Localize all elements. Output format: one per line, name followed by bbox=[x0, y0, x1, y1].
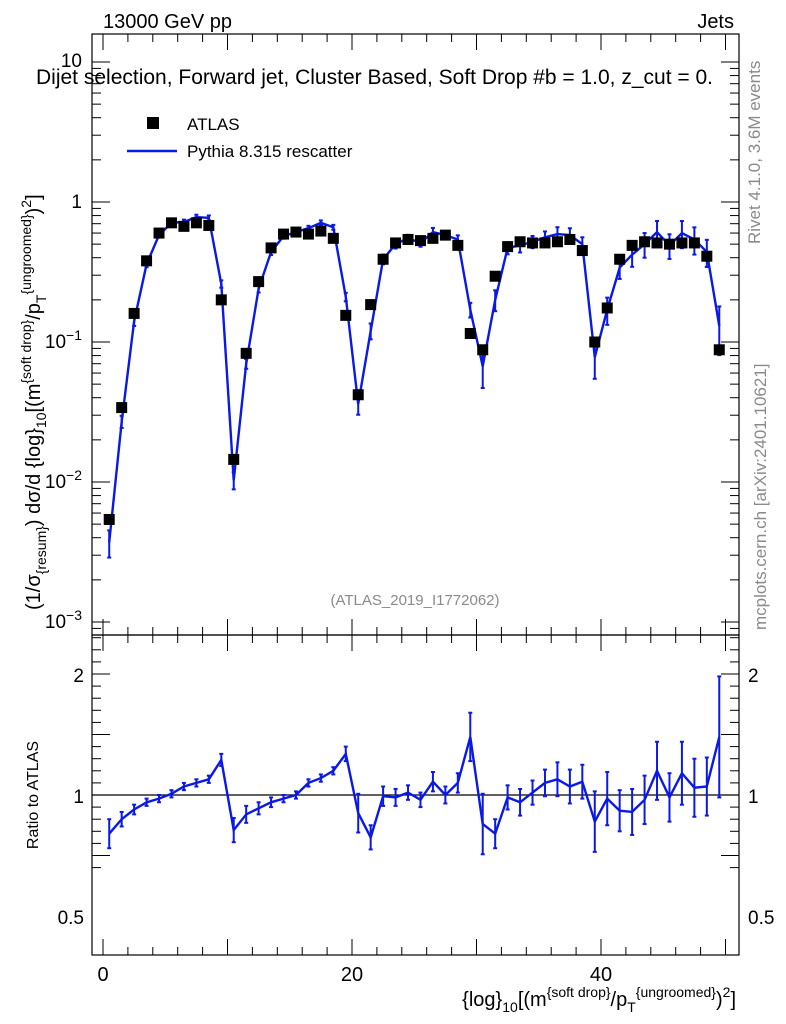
legend-atlas-label: ATLAS bbox=[187, 115, 240, 134]
atlas-data-point bbox=[464, 328, 476, 340]
atlas-data-point bbox=[103, 513, 115, 525]
atlas-data-point bbox=[265, 242, 277, 254]
energy-label: 13000 GeV pp bbox=[103, 11, 232, 33]
mc-series bbox=[107, 213, 722, 559]
atlas-data-point bbox=[651, 237, 663, 249]
ratio-y-tick-label-2: 2 bbox=[73, 666, 84, 687]
plot-title: Dijet selection, Forward jet, Cluster Ba… bbox=[36, 66, 713, 89]
atlas-data-point bbox=[253, 276, 265, 288]
atlas-data-point bbox=[576, 245, 588, 257]
analysis-id-label: (ATLAS_2019_I1772062) bbox=[330, 592, 499, 609]
ratio-panel: 2 1 0.5 2 1 0.5 Ratio to ATLAS 0 20 40 {… bbox=[25, 634, 774, 1015]
ratio-y-tick-label-1: 1 bbox=[73, 787, 84, 808]
atlas-data-point bbox=[626, 239, 638, 251]
ratio-y-tick-label-right-2: 2 bbox=[748, 666, 759, 687]
process-label: Jets bbox=[697, 11, 734, 33]
atlas-data-point bbox=[676, 237, 688, 249]
ratio-y-axis-label: Ratio to ATLAS bbox=[25, 741, 42, 849]
y-tick-label-0.01: 10−2 bbox=[45, 467, 82, 493]
atlas-data-point bbox=[203, 219, 215, 231]
main-axis-ticks bbox=[92, 34, 739, 635]
atlas-data-point bbox=[539, 237, 551, 249]
atlas-data-point bbox=[240, 347, 252, 359]
atlas-data-point bbox=[128, 307, 140, 319]
ratio-y-tick-label-0.5: 0.5 bbox=[58, 908, 84, 929]
atlas-data-point bbox=[215, 294, 227, 306]
atlas-data-point bbox=[452, 239, 464, 251]
main-y-axis-label: (1/σ{resum}) dσ/d {log}10[(m{soft drop}/… bbox=[18, 194, 49, 610]
atlas-data-point bbox=[141, 255, 153, 267]
atlas-data-point bbox=[190, 217, 202, 229]
atlas-data-point bbox=[527, 237, 539, 249]
atlas-data-point bbox=[327, 232, 339, 244]
atlas-data-point bbox=[589, 336, 601, 348]
ratio-y-tick-label-right-0.5: 0.5 bbox=[748, 908, 774, 929]
mc-line bbox=[108, 215, 721, 543]
atlas-data-point bbox=[414, 235, 426, 247]
atlas-data-point bbox=[340, 309, 352, 321]
y-tick-label-0.001: 10−3 bbox=[45, 607, 82, 633]
atlas-data-point bbox=[564, 233, 576, 245]
legend-pythia-label: Pythia 8.315 rescatter bbox=[187, 142, 353, 161]
atlas-data-point bbox=[502, 241, 514, 253]
atlas-data-point bbox=[178, 220, 190, 232]
atlas-data-point bbox=[601, 302, 613, 314]
atlas-data-point bbox=[116, 402, 128, 414]
ratio-line bbox=[108, 736, 721, 841]
y-tick-label-10: 10 bbox=[61, 51, 82, 72]
atlas-data-point bbox=[639, 236, 651, 248]
atlas-data-point bbox=[439, 229, 451, 241]
x-tick-label-0: 0 bbox=[97, 964, 108, 986]
ratio-y-tick-label-right-1: 1 bbox=[748, 787, 759, 808]
atlas-data-point bbox=[477, 344, 489, 356]
ratio-series bbox=[107, 675, 722, 856]
x-tick-label-20: 20 bbox=[341, 964, 363, 986]
atlas-data-point bbox=[302, 228, 314, 240]
atlas-data-point bbox=[551, 236, 563, 248]
main-panel: 10 1 10−1 10−2 10−3 (1/σ{resum}) dσ/d {l… bbox=[18, 33, 740, 636]
y-tick-label-0.1: 10−1 bbox=[45, 327, 82, 353]
atlas-data-point bbox=[402, 233, 414, 245]
atlas-data-point bbox=[701, 250, 713, 262]
atlas-data-point bbox=[228, 453, 240, 465]
atlas-data-point bbox=[365, 299, 377, 311]
atlas-data-point bbox=[713, 344, 725, 356]
data-series bbox=[103, 217, 725, 525]
legend-atlas-marker bbox=[147, 117, 159, 129]
atlas-data-point bbox=[352, 389, 364, 401]
atlas-data-point bbox=[514, 236, 526, 248]
atlas-data-point bbox=[614, 253, 626, 265]
atlas-data-point bbox=[688, 237, 700, 249]
mcplots-label: mcplots.cern.ch [arXiv:2401.10621] bbox=[751, 364, 770, 630]
atlas-data-point bbox=[489, 270, 501, 282]
x-axis-label: {log}10[(m{soft drop}/pT{ungroomed})2] bbox=[462, 984, 736, 1015]
ratio-frame bbox=[91, 634, 740, 956]
atlas-data-point bbox=[390, 237, 402, 249]
atlas-data-point bbox=[278, 228, 290, 240]
y-tick-label-1: 1 bbox=[71, 192, 82, 213]
atlas-data-point bbox=[315, 225, 327, 237]
atlas-data-point bbox=[663, 238, 675, 250]
x-tick-label-40: 40 bbox=[590, 964, 612, 986]
atlas-data-point bbox=[165, 217, 177, 229]
atlas-data-point bbox=[377, 253, 389, 265]
atlas-data-point bbox=[427, 232, 439, 244]
atlas-data-point bbox=[153, 227, 165, 239]
atlas-data-point bbox=[290, 226, 302, 238]
rivet-version-label: Rivet 4.1.0, 3.6M events bbox=[745, 61, 764, 244]
